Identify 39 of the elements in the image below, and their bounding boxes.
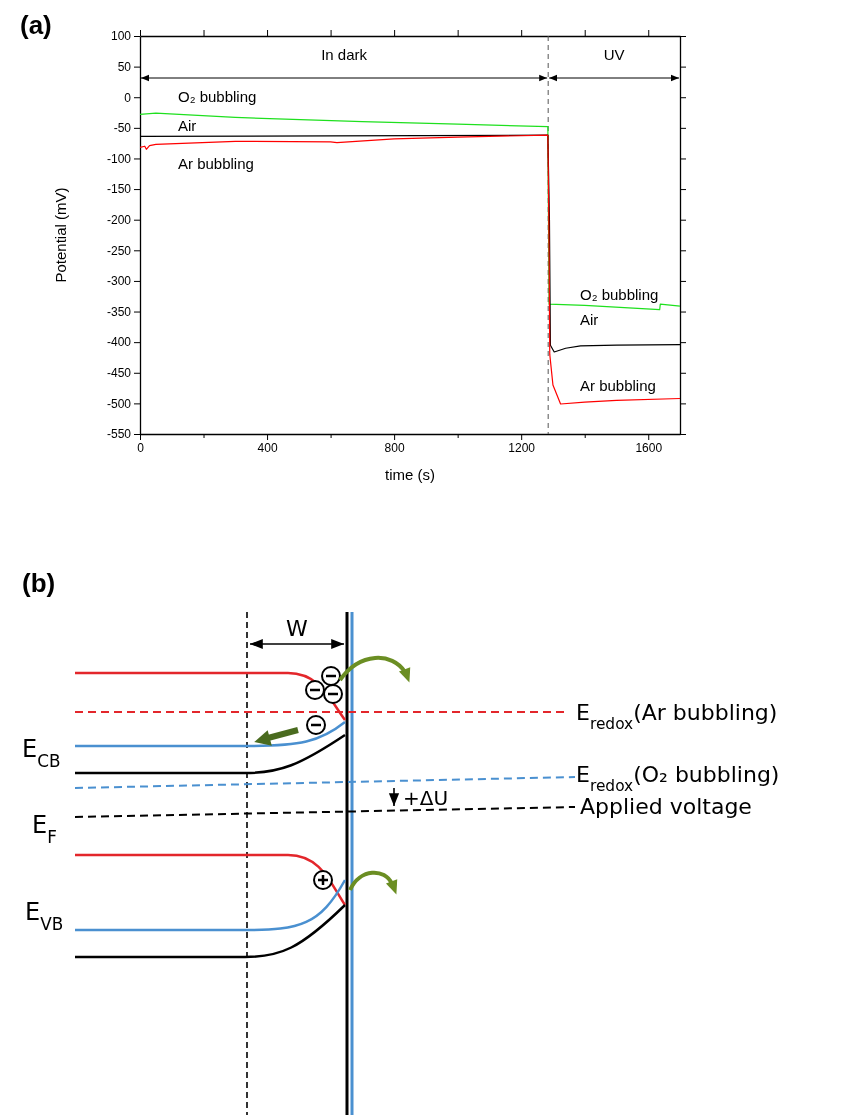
y-tick-label: -350 [106, 304, 132, 319]
series-label: O₂ bubbling [580, 286, 659, 304]
x-tick-label: 400 [257, 440, 278, 455]
y-tick-label: -150 [106, 182, 132, 197]
text: E$_{redox}$(O₂ bubbling) [576, 762, 780, 795]
text: Applied voltage [580, 794, 752, 819]
text: E$_{F}$ [32, 811, 57, 847]
text: O₂ bubbling [178, 88, 257, 106]
y-tick-label: 0 [124, 90, 132, 105]
text: W [286, 616, 309, 641]
x-axis-title: time (s) [385, 466, 435, 483]
y-tick-label: -300 [106, 274, 132, 289]
y-tick-label: -200 [106, 213, 132, 228]
y-axis-title: Potential (mV) [52, 187, 69, 283]
y-tick-label: -550 [106, 427, 132, 442]
y-tick-label: -500 [106, 396, 132, 411]
x-tick-label: 1200 [508, 440, 536, 455]
text: Ar bubbling [178, 155, 254, 173]
annotation: In dark [321, 46, 368, 63]
series-label: Air [178, 117, 197, 135]
text: E$_{VB}$ [25, 898, 64, 934]
series-label: Ar bubbling [580, 377, 656, 395]
text: (b) [22, 568, 56, 598]
text: E$_{CB}$ [22, 735, 61, 771]
y-tick-label: -400 [106, 335, 132, 350]
y-tick-label: 100 [110, 29, 132, 44]
x-tick-label: 0 [137, 440, 145, 455]
x-tick-label: 800 [384, 440, 405, 455]
y-tick-label: -450 [106, 366, 132, 381]
y-tick-label: -100 [106, 151, 132, 166]
y-tick-label: -50 [113, 121, 132, 136]
text: +ΔU [403, 786, 449, 810]
y-tick-label: 50 [117, 59, 132, 74]
text: E$_{redox}$(Ar bubbling) [576, 700, 778, 733]
text: Air [580, 310, 599, 328]
x-tick-label: 1600 [635, 440, 663, 455]
annotation: UV [603, 46, 625, 63]
y-tick-label: -250 [106, 243, 132, 258]
chart-title: (a) [20, 10, 52, 40]
